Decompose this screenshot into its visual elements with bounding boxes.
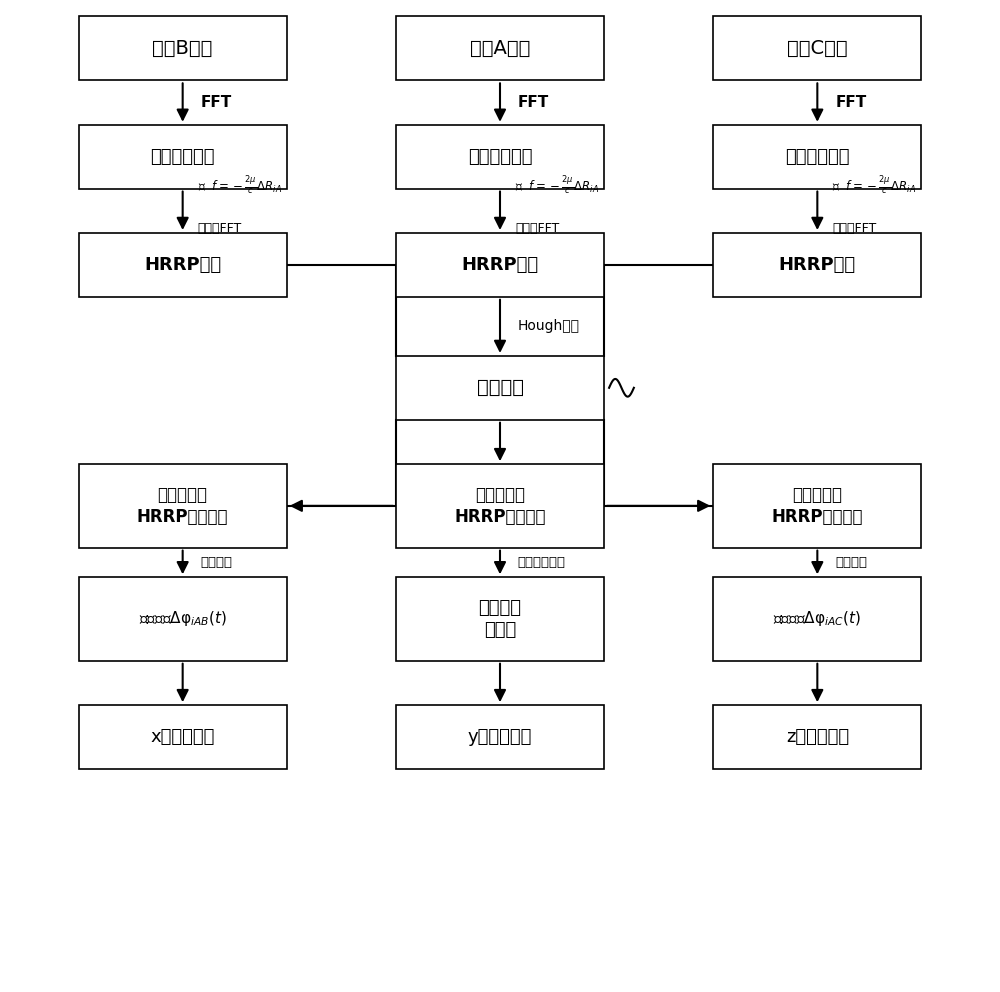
Text: 干涉处理: 干涉处理 [835,556,867,568]
Bar [713,464,921,548]
Text: 轨迹分离: 轨迹分离 [477,378,524,398]
Text: 粗分辨距离像: 粗分辨距离像 [150,148,215,166]
Bar [396,577,604,661]
Bar [713,17,921,80]
Bar [396,356,604,420]
Text: 粗分辨距离像: 粗分辨距离像 [468,148,532,166]
Text: 各散射点的
HRRP序列轨迹: 各散射点的 HRRP序列轨迹 [772,486,863,526]
Text: 令  $f=-\frac{2\mu}{c}\Delta R_{iA}$: 令 $f=-\frac{2\mu}{c}\Delta R_{iA}$ [515,175,599,197]
Text: 令  $f=-\frac{2\mu}{c}\Delta R_{iA}$: 令 $f=-\frac{2\mu}{c}\Delta R_{iA}$ [198,175,282,197]
Text: z轴瞬时坐标: z轴瞬时坐标 [786,728,849,746]
Text: HRRP序列: HRRP序列 [461,256,539,274]
Bar [396,464,604,548]
Text: 粗分辨距离像: 粗分辨距离像 [785,148,850,166]
Text: 并进行FFT: 并进行FFT [832,222,876,235]
Text: 各散射点的
HRRP序列轨迹: 各散射点的 HRRP序列轨迹 [137,486,228,526]
Text: 天线A回波: 天线A回波 [470,39,530,58]
Text: FFT: FFT [518,95,549,110]
Text: 令  $f=-\frac{2\mu}{c}\Delta R_{iA}$: 令 $f=-\frac{2\mu}{c}\Delta R_{iA}$ [832,175,916,197]
Bar [79,577,287,661]
Text: 实际距离
像序列: 实际距离 像序列 [479,599,522,639]
Text: 干涉相位Δφ$_{iAB}$($t$): 干涉相位Δφ$_{iAB}$($t$) [139,609,227,629]
Bar [713,577,921,661]
Bar [79,17,287,80]
Bar [396,233,604,297]
Bar [79,233,287,297]
Bar [396,705,604,769]
Text: 天线B回波: 天线B回波 [152,39,213,58]
Bar [713,125,921,188]
Text: y轴瞬时坐标: y轴瞬时坐标 [468,728,532,746]
Text: 并进行FFT: 并进行FFT [198,222,242,235]
Text: HRRP序列: HRRP序列 [144,256,221,274]
Bar [713,233,921,297]
Text: 并进行FFT: 并进行FFT [515,222,559,235]
Bar [79,125,287,188]
Text: 天线C回波: 天线C回波 [787,39,848,58]
Bar [79,705,287,769]
Bar [396,17,604,80]
Text: Hough变换: Hough变换 [518,319,580,333]
Bar [713,705,921,769]
Text: 各散射点的
HRRP序列轨迹: 各散射点的 HRRP序列轨迹 [454,486,546,526]
Text: 距离走动校正: 距离走动校正 [518,556,566,568]
Text: 干涉相位Δφ$_{iAC}$($t$): 干涉相位Δφ$_{iAC}$($t$) [773,609,861,629]
Bar [396,125,604,188]
Text: FFT: FFT [835,95,866,110]
Text: x轴瞬时坐标: x轴瞬时坐标 [150,728,215,746]
Text: 干涉处理: 干涉处理 [201,556,233,568]
Text: HRRP序列: HRRP序列 [779,256,856,274]
Bar [79,464,287,548]
Text: FFT: FFT [201,95,232,110]
